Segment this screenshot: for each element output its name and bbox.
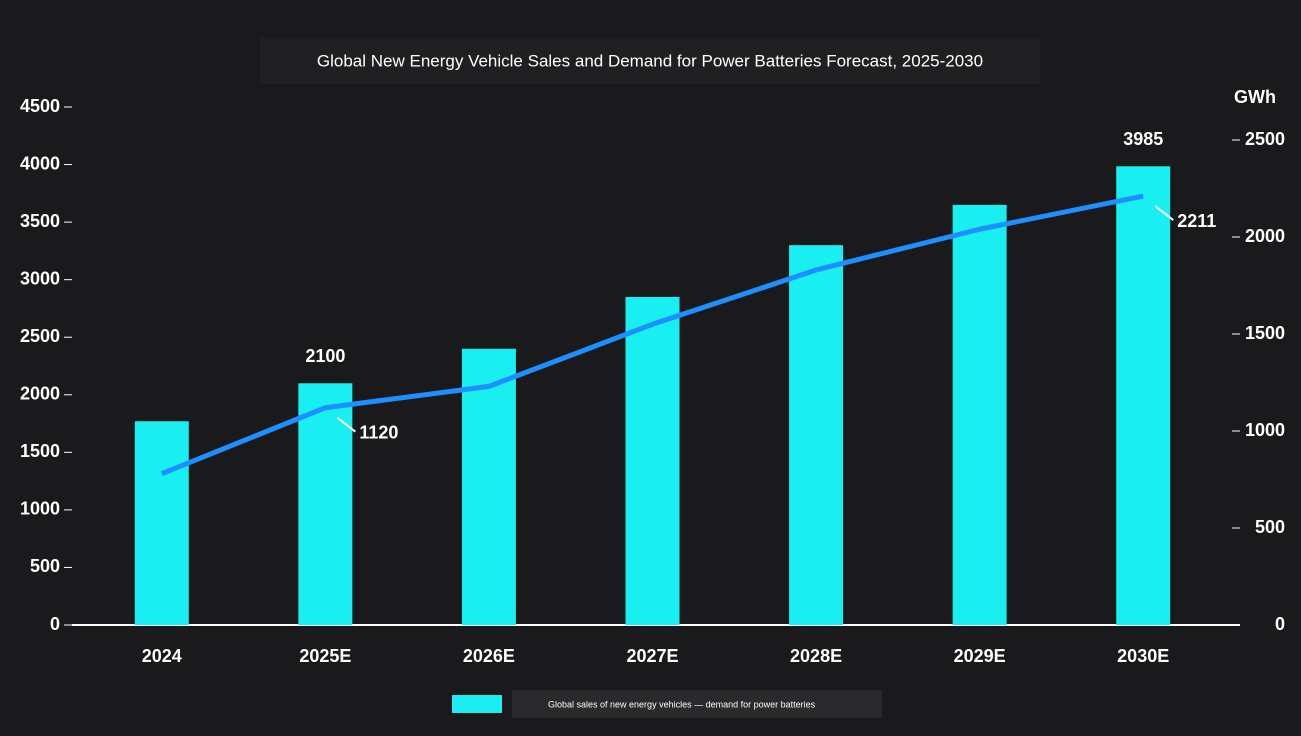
legend-label: Global sales of new energy vehicles — de… [548,699,816,709]
y2-tick-label: 2500 [1245,129,1285,149]
x-tick-label: 2026E [463,646,515,666]
x-tick-label: 2028E [790,646,842,666]
y2-tick-label: 1000 [1245,420,1285,440]
y-tick-label: 3000 [20,268,60,288]
bar [953,205,1007,625]
legend-swatch [452,695,502,713]
y-tick-label: 4500 [20,96,60,116]
bar [626,297,680,625]
chart: Global New Energy Vehicle Sales and Dema… [0,0,1301,736]
x-tick-label: 2029E [954,646,1006,666]
y-tick-label: 4000 [20,153,60,173]
y2-tick-label: 2000 [1245,226,1285,246]
y-tick-label: 0 [50,614,60,634]
y-tick-label: 500 [30,556,60,576]
chart-title: Global New Energy Vehicle Sales and Dema… [317,51,983,70]
bar [135,421,189,625]
y2-tick-label: 1500 [1245,323,1285,343]
bar-value-label: 2100 [305,346,345,366]
y2-tick-label: 500 [1255,517,1285,537]
y-tick-label: 2000 [20,384,60,404]
y2-axis-label: GWh [1234,87,1276,107]
y-tick-label: 3500 [20,211,60,231]
bar-value-label: 3985 [1123,129,1163,149]
bar [789,245,843,625]
y-tick-label: 1500 [20,441,60,461]
bar [298,383,352,625]
line-value-label: 1120 [359,422,398,442]
y-tick-label: 2500 [20,326,60,346]
x-tick-label: 2027E [626,646,678,666]
line-value-label: 2211 [1177,211,1216,231]
x-tick-label: 2030E [1117,646,1169,666]
bar [1116,166,1170,625]
x-tick-label: 2025E [299,646,351,666]
x-tick-label: 2024 [142,646,182,666]
y-tick-label: 1000 [20,499,60,519]
y2-tick-label: 0 [1275,614,1285,634]
